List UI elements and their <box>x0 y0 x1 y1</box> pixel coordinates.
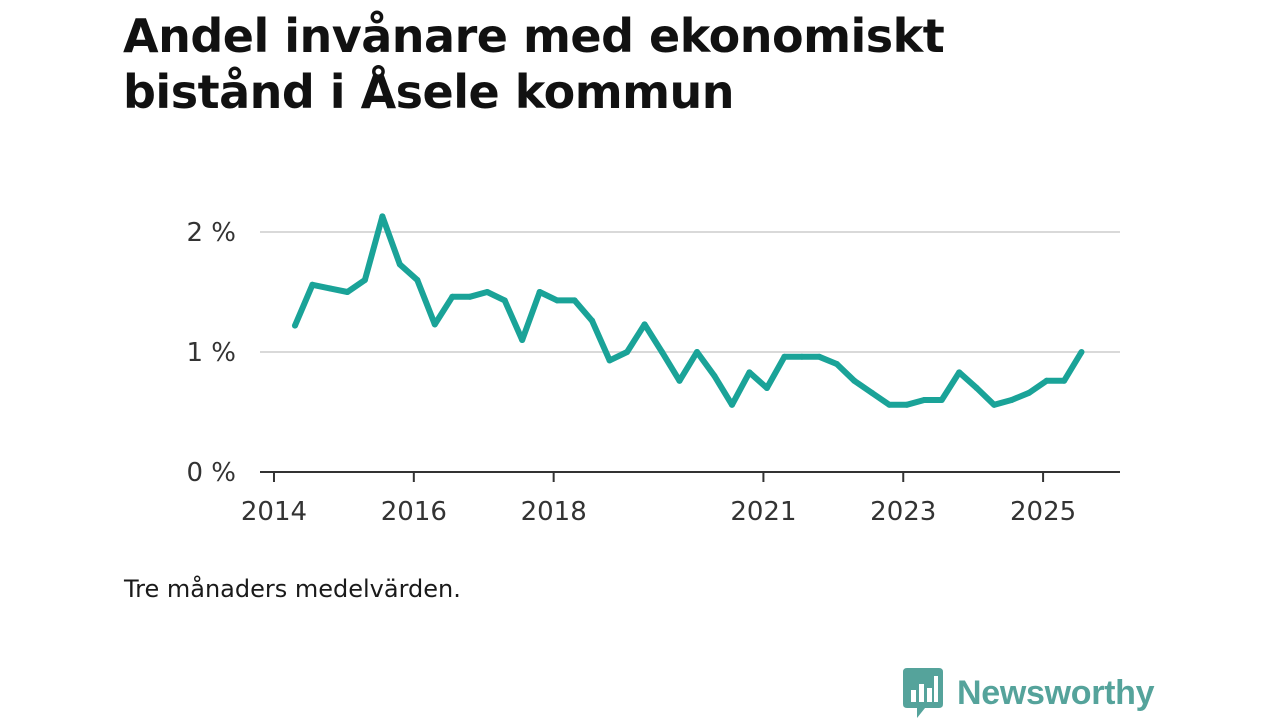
data-point <box>396 261 403 268</box>
data-point <box>361 277 368 283</box>
data-point <box>589 317 596 324</box>
data-point <box>1008 397 1015 403</box>
x-tick-label: 2018 <box>521 497 587 527</box>
data-point <box>746 369 753 376</box>
x-tick-label: 2025 <box>1010 497 1076 527</box>
data-point <box>938 397 945 403</box>
data-point <box>1061 377 1068 384</box>
data-point <box>833 361 840 367</box>
data-point <box>291 322 298 329</box>
data-point <box>903 401 910 408</box>
series-line <box>292 213 1085 408</box>
data-point <box>676 377 683 384</box>
brand-name: Newsworthy <box>957 673 1155 712</box>
data-point <box>466 293 473 300</box>
data-point <box>693 349 700 355</box>
data-point <box>991 401 998 408</box>
data-point <box>868 389 875 396</box>
data-point <box>571 297 578 304</box>
x-axis-ticks: 2014 2016 2018 2021 2023 2025 <box>241 472 1076 527</box>
data-point <box>711 373 718 379</box>
data-point <box>763 385 770 391</box>
data-point <box>484 289 491 295</box>
data-point <box>956 369 963 376</box>
data-point <box>886 401 893 408</box>
data-point <box>973 385 980 391</box>
data-point <box>624 349 631 355</box>
data-point <box>326 285 333 292</box>
data-point <box>921 397 928 403</box>
data-point <box>816 353 823 360</box>
data-point <box>851 377 858 384</box>
y-tick-label: 2 % <box>186 218 236 248</box>
x-tick-label: 2023 <box>870 497 936 527</box>
y-axis-ticks: 0 % 1 % 2 % <box>186 218 236 488</box>
y-tick-label: 0 % <box>186 458 236 488</box>
data-point <box>519 337 526 343</box>
data-point <box>501 297 508 304</box>
data-point <box>536 289 543 295</box>
x-tick-label: 2021 <box>730 497 796 527</box>
chart-footnote: Tre månaders medelvärden. <box>124 575 461 603</box>
data-point <box>414 277 421 283</box>
data-point <box>606 357 613 364</box>
data-point <box>431 321 438 328</box>
data-point <box>344 289 351 295</box>
data-point <box>449 293 456 300</box>
data-point <box>554 297 561 304</box>
data-point <box>1078 349 1085 355</box>
data-point <box>659 349 666 355</box>
grid-lines <box>260 231 1120 353</box>
bar-chart-speech-bubble-icon <box>903 668 943 718</box>
data-point <box>641 321 648 328</box>
series-layer <box>291 213 1085 408</box>
data-point <box>379 213 386 220</box>
x-tick-label: 2014 <box>241 497 307 527</box>
data-point <box>1043 377 1050 384</box>
data-point <box>798 353 805 360</box>
data-point <box>781 353 788 360</box>
data-point <box>309 281 316 288</box>
data-point <box>728 401 735 408</box>
x-tick-label: 2016 <box>381 497 447 527</box>
brand-logo: Newsworthy <box>903 668 1155 718</box>
chart-title: Andel invånare med ekonomiskt bistånd i … <box>123 9 945 119</box>
data-point <box>1026 389 1033 396</box>
y-tick-label: 1 % <box>186 338 236 368</box>
